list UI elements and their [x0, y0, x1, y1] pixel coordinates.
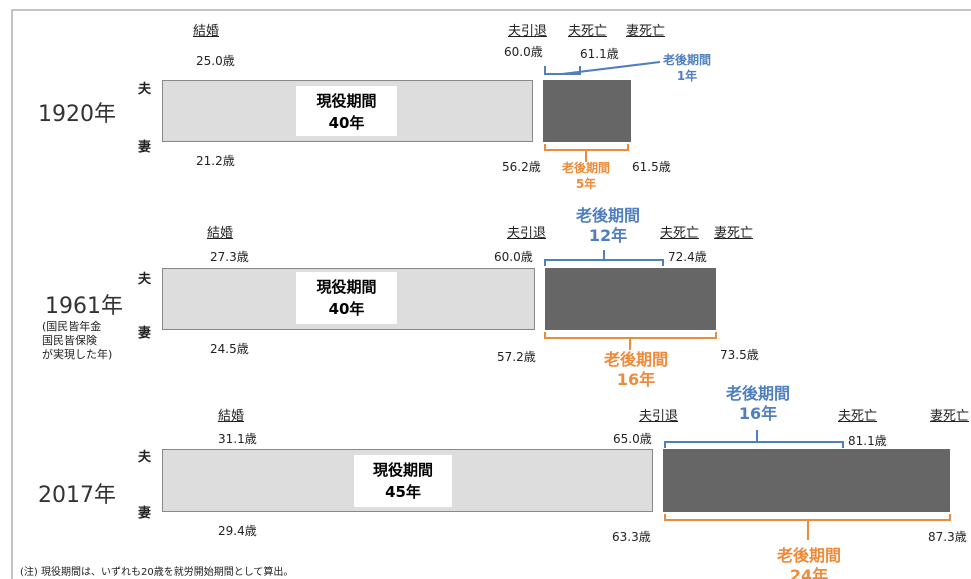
husband-age: 31.1歳 — [218, 432, 257, 446]
year: 1961年 — [45, 294, 123, 319]
wife-bracket — [544, 332, 717, 339]
active-label: 現役期間 45年 — [354, 455, 452, 507]
husband-age: 60.0歳 — [494, 250, 533, 264]
wife-retired: 老後期間 24年 — [766, 546, 852, 579]
wife-label: 妻 — [138, 140, 152, 155]
retired-text: 老後期間 — [725, 384, 790, 403]
event-label: 妻死亡 — [626, 24, 666, 39]
event-label: 結婚 — [218, 409, 245, 424]
event-label: 妻死亡 — [930, 409, 970, 424]
wife-bracket — [544, 144, 629, 151]
wife-age: 63.3歳 — [612, 530, 651, 544]
retired-text: 老後期間 — [776, 546, 841, 565]
husband-age: 61.1歳 — [580, 47, 619, 61]
wife-age: 61.5歳 — [632, 160, 671, 174]
husband-bracket — [664, 441, 844, 448]
retired-text: 老後期間 — [575, 206, 640, 225]
leader — [561, 61, 661, 75]
event-label: 夫引退 — [639, 409, 679, 424]
husband-label: 夫 — [138, 272, 152, 287]
husband-retired: 老後期間 12年 — [568, 206, 648, 246]
active-label: 現役期間 40年 — [296, 272, 397, 324]
active-label: 現役期間 40年 — [296, 86, 397, 136]
husband-age: 81.1歳 — [848, 434, 887, 448]
husband-age: 27.3歳 — [210, 250, 249, 264]
husband-age: 60.0歳 — [504, 45, 543, 59]
year: 2017年 — [38, 483, 116, 508]
active-text: 現役期間 — [372, 461, 433, 479]
event-label: 妻死亡 — [714, 226, 754, 241]
event-label: 夫引退 — [507, 226, 547, 241]
husband-bracket — [544, 259, 664, 266]
husband-age: 25.0歳 — [196, 54, 235, 68]
event-label: 夫死亡 — [568, 24, 608, 39]
footnote: (注) 現役期間は、いずれも20歳を就労開始期間として算出。 — [20, 567, 294, 578]
event-label: 結婚 — [207, 226, 234, 241]
active-text: 45年 — [385, 483, 421, 501]
retired-text: 老後期間 — [561, 161, 610, 175]
wife-age: 87.3歳 — [928, 530, 967, 544]
active-text: 現役期間 — [316, 92, 377, 110]
event-label: 夫死亡 — [660, 226, 700, 241]
wife-retired: 老後期間 16年 — [596, 350, 676, 390]
event-label: 結婚 — [193, 24, 220, 39]
wife-age: 56.2歳 — [502, 160, 541, 174]
wife-age: 24.5歳 — [210, 342, 249, 356]
wife-label: 妻 — [138, 326, 152, 341]
retired-text: 老後期間 — [662, 53, 711, 67]
active-text: 現役期間 — [316, 278, 377, 296]
retired-bar — [545, 268, 716, 330]
husband-retired: 老後期間 16年 — [716, 384, 800, 424]
husband-label: 夫 — [138, 450, 152, 465]
wife-age: 21.2歳 — [196, 154, 235, 168]
husband-label: 夫 — [138, 82, 152, 97]
frame — [11, 9, 971, 579]
wife-retired: 老後期間 5年 — [556, 160, 616, 192]
retired-text: 1年 — [676, 69, 698, 83]
retired-text: 16年 — [616, 370, 656, 389]
husband-age: 72.4歳 — [668, 250, 707, 264]
retired-text: 16年 — [738, 404, 778, 423]
retired-bar — [663, 449, 950, 512]
wife-label: 妻 — [138, 506, 152, 521]
note: が実現した年) — [42, 348, 113, 361]
husband-age: 65.0歳 — [613, 432, 652, 446]
event-label: 夫引退 — [508, 24, 548, 39]
event-label: 夫死亡 — [838, 409, 878, 424]
active-text: 40年 — [328, 114, 365, 132]
retired-bar — [543, 80, 631, 142]
wife-age: 73.5歳 — [720, 348, 759, 362]
retired-text: 老後期間 — [603, 350, 668, 369]
husband-retired: 老後期間 1年 — [658, 52, 716, 84]
note: (国民皆年金 — [42, 320, 102, 333]
wife-age: 29.4歳 — [218, 524, 257, 538]
retired-text: 5年 — [575, 177, 597, 191]
retired-text: 24年 — [789, 566, 829, 579]
wife-bracket — [664, 514, 951, 521]
retired-text: 12年 — [588, 226, 628, 245]
note: 国民皆保険 — [42, 334, 97, 347]
year: 1920年 — [38, 102, 116, 127]
wife-age: 57.2歳 — [497, 350, 536, 364]
active-text: 40年 — [328, 300, 365, 318]
